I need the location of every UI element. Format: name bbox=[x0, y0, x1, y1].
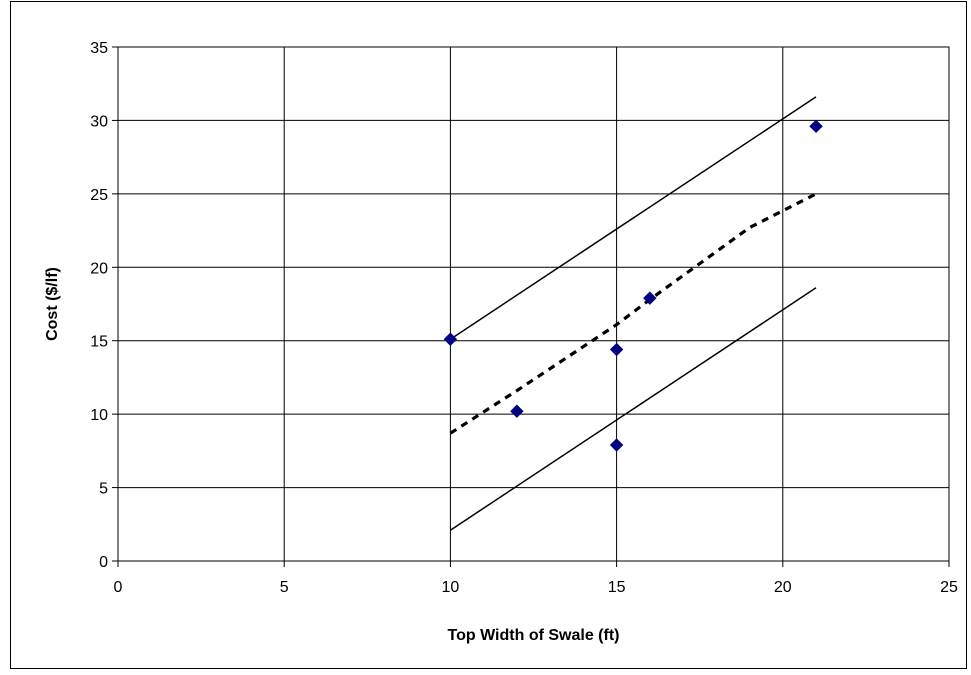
y-tick-labels: 0 5 10 15 20 25 30 35 bbox=[90, 40, 108, 571]
x-tick-label: 15 bbox=[608, 579, 626, 596]
y-tick-label: 20 bbox=[90, 260, 108, 277]
x-tick-label: 25 bbox=[940, 579, 958, 596]
chart-frame: 0 5 10 15 20 25 0 5 10 15 20 25 30 35 Top Width of S… bbox=[10, 1, 967, 669]
x-tick-label: 10 bbox=[442, 579, 460, 596]
y-axis-title: Cost ($/lf) bbox=[44, 267, 61, 341]
x-tick-label: 0 bbox=[114, 579, 123, 596]
bound-line-solid bbox=[449, 287, 817, 531]
x-axis-title: Top Width of Swale (ft) bbox=[448, 627, 620, 644]
data-point-diamond bbox=[609, 342, 624, 357]
line-layer bbox=[449, 96, 817, 531]
data-point-diamond bbox=[609, 438, 624, 452]
trend-line-dotted bbox=[449, 192, 817, 435]
y-tick-label: 0 bbox=[99, 554, 108, 571]
y-tick-label: 30 bbox=[90, 113, 108, 130]
y-tick-label: 15 bbox=[90, 334, 108, 351]
data-point-diamond bbox=[443, 332, 458, 346]
x-tick-label: 5 bbox=[280, 579, 289, 596]
x-tick-label: 20 bbox=[774, 579, 792, 596]
plot-area-border bbox=[117, 46, 950, 562]
point-layer bbox=[443, 119, 823, 452]
x-tick-labels: 0 5 10 15 20 25 bbox=[114, 579, 958, 596]
data-point-diamond bbox=[643, 291, 657, 305]
grid-layer bbox=[112, 46, 950, 567]
data-point-diamond bbox=[809, 119, 823, 134]
data-point-diamond bbox=[510, 404, 524, 418]
chart-svg: 0 5 10 15 20 25 0 5 10 15 20 25 30 35 Top Width of S… bbox=[44, 40, 958, 644]
y-tick-label: 35 bbox=[90, 40, 108, 57]
bound-line-solid bbox=[449, 96, 817, 340]
y-tick-label: 5 bbox=[99, 481, 108, 498]
y-tick-label: 25 bbox=[90, 187, 108, 204]
y-tick-label: 10 bbox=[90, 407, 108, 424]
